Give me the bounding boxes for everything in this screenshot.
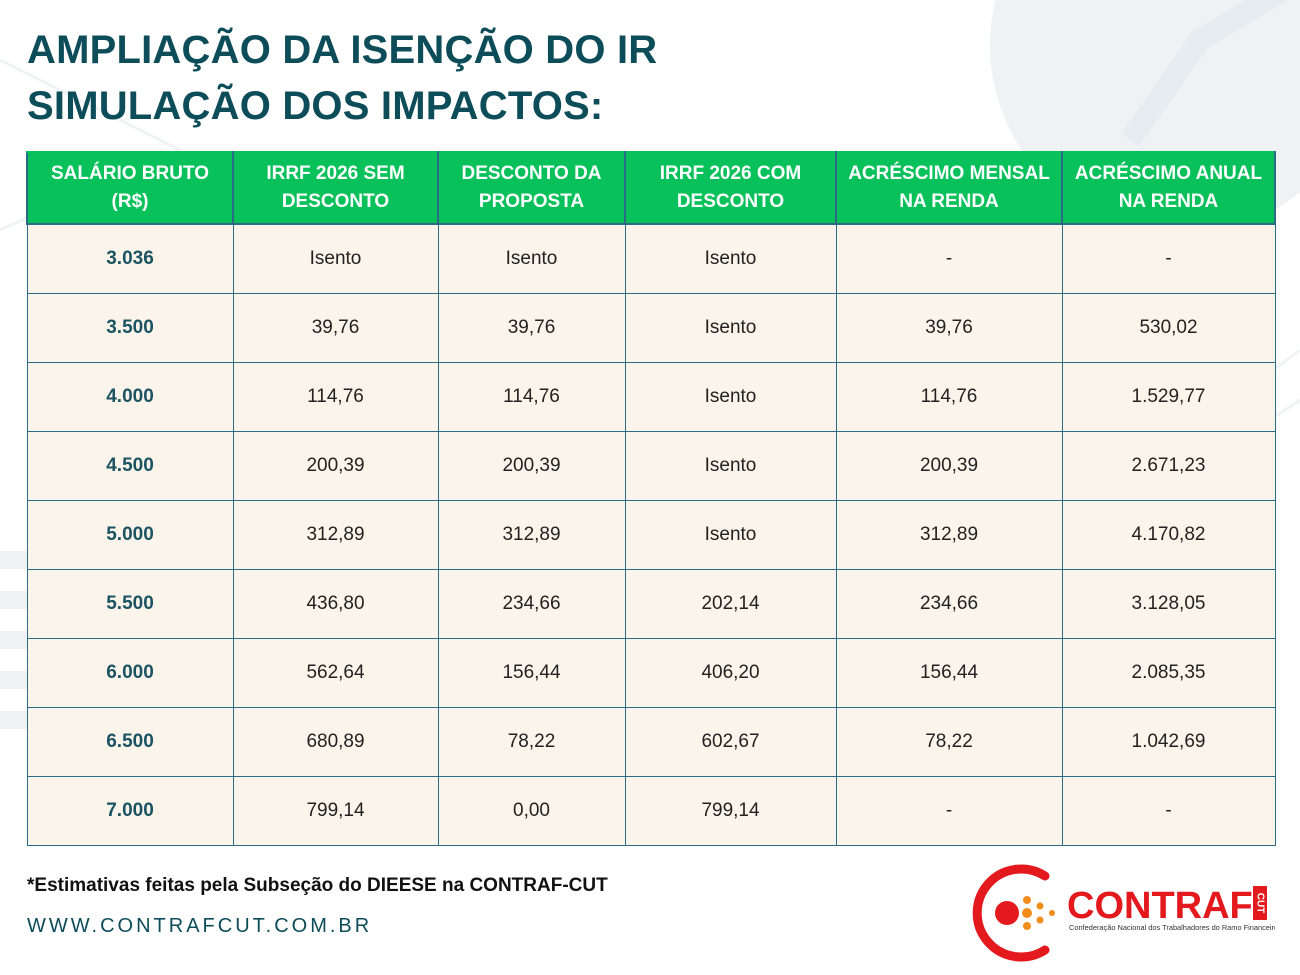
table-cell: 156,44: [437, 638, 626, 708]
table-cell: Isento: [624, 362, 837, 432]
table-cell: Isento: [624, 223, 837, 294]
table-cell: -: [1061, 223, 1276, 294]
salary-cell: 3.500: [26, 293, 234, 363]
salary-cell: 6.500: [26, 707, 234, 777]
table-cell: -: [1061, 776, 1276, 846]
table-row: 4.500 200,39 200,39 Isento 200,39 2.671,…: [26, 431, 1276, 501]
table-cell: 1.529,77: [1061, 362, 1276, 432]
table-cell: 0,00: [437, 776, 626, 846]
table-row: 3.036 Isento Isento Isento - -: [26, 223, 1276, 294]
table-cell: 78,22: [437, 707, 626, 777]
table-cell: Isento: [624, 431, 837, 501]
table-cell: 234,66: [835, 569, 1063, 639]
table-cell: 680,89: [232, 707, 439, 777]
table-cell: 202,14: [624, 569, 837, 639]
table-cell: 1.042,69: [1061, 707, 1276, 777]
salary-cell: 4.000: [26, 362, 234, 432]
table-cell: 200,39: [835, 431, 1063, 501]
salary-cell: 7.000: [26, 776, 234, 846]
logo-wordmark: CONTRAF: [1067, 885, 1253, 927]
table-cell: 4.170,82: [1061, 500, 1276, 570]
table-cell: Isento: [437, 223, 626, 294]
table-cell: 2.085,35: [1061, 638, 1276, 708]
website-link[interactable]: WWW.CONTRAFCUT.COM.BR: [27, 915, 373, 937]
footnote: *Estimativas feitas pela Subseção do DIE…: [27, 875, 608, 896]
table-cell: 312,89: [437, 500, 626, 570]
table-cell: 406,20: [624, 638, 837, 708]
table-cell: 799,14: [232, 776, 439, 846]
table-cell: 3.128,05: [1061, 569, 1276, 639]
table-cell: 39,76: [835, 293, 1063, 363]
table-row: 5.000 312,89 312,89 Isento 312,89 4.170,…: [26, 500, 1276, 570]
table-cell: 530,02: [1061, 293, 1276, 363]
table-cell: 234,66: [437, 569, 626, 639]
table-row: 3.500 39,76 39,76 Isento 39,76 530,02: [26, 293, 1276, 363]
table-cell: 114,76: [835, 362, 1063, 432]
table-cell: 562,64: [232, 638, 439, 708]
title-line-1: AMPLIAÇÃO DA ISENÇÃO DO IR: [27, 28, 658, 72]
table-cell: 39,76: [232, 293, 439, 363]
header-acrescimo-anual: ACRÉSCIMO ANUAL NA RENDA: [1061, 151, 1276, 225]
simulation-table: SALÁRIO BRUTO (R$) IRRF 2026 SEM DESCONT…: [26, 151, 1276, 846]
table-cell: 602,67: [624, 707, 837, 777]
table-cell: 156,44: [835, 638, 1063, 708]
salary-cell: 4.500: [26, 431, 234, 501]
salary-cell: 5.500: [26, 569, 234, 639]
table-cell: 436,80: [232, 569, 439, 639]
header-acrescimo-mensal: ACRÉSCIMO MENSAL NA RENDA: [835, 151, 1063, 225]
table-cell: 114,76: [437, 362, 626, 432]
table-cell: 312,89: [232, 500, 439, 570]
header-salario-bruto: SALÁRIO BRUTO (R$): [26, 151, 234, 225]
table-cell: -: [835, 776, 1063, 846]
table-cell: 312,89: [835, 500, 1063, 570]
table-cell: 200,39: [437, 431, 626, 501]
salary-cell: 5.000: [26, 500, 234, 570]
table-header-row: SALÁRIO BRUTO (R$) IRRF 2026 SEM DESCONT…: [26, 151, 1276, 225]
table-row: 7.000 799,14 0,00 799,14 - -: [26, 776, 1276, 846]
logo-subtitle: Confederação Nacional dos Trabalhadores …: [1069, 923, 1275, 932]
table-row: 5.500 436,80 234,66 202,14 234,66 3.128,…: [26, 569, 1276, 639]
contraf-cut-logo: CONTRAF CUT Confederação Nacional dos Tr…: [972, 864, 1275, 962]
page-title: AMPLIAÇÃO DA ISENÇÃO DO IR SIMULAÇÃO DOS…: [27, 22, 657, 134]
header-irrf-com-desconto: IRRF 2026 COM DESCONTO: [624, 151, 837, 225]
table-cell: 39,76: [437, 293, 626, 363]
table-cell: 2.671,23: [1061, 431, 1276, 501]
table-row: 6.000 562,64 156,44 406,20 156,44 2.085,…: [26, 638, 1276, 708]
table-cell: 799,14: [624, 776, 837, 846]
title-line-2: SIMULAÇÃO DOS IMPACTOS:: [27, 84, 604, 128]
table-cell: 78,22: [835, 707, 1063, 777]
header-desconto-proposta: DESCONTO DA PROPOSTA: [437, 151, 626, 225]
table-cell: 114,76: [232, 362, 439, 432]
salary-cell: 3.036: [26, 223, 234, 294]
salary-cell: 6.000: [26, 638, 234, 708]
table-cell: -: [835, 223, 1063, 294]
table-row: 6.500 680,89 78,22 602,67 78,22 1.042,69: [26, 707, 1276, 777]
table-cell: Isento: [624, 293, 837, 363]
table-cell: Isento: [624, 500, 837, 570]
table-cell: Isento: [232, 223, 439, 294]
table-row: 4.000 114,76 114,76 Isento 114,76 1.529,…: [26, 362, 1276, 432]
header-irrf-sem-desconto: IRRF 2026 SEM DESCONTO: [232, 151, 439, 225]
logo-cut-tag: CUT: [1254, 893, 1265, 914]
table-cell: 200,39: [232, 431, 439, 501]
